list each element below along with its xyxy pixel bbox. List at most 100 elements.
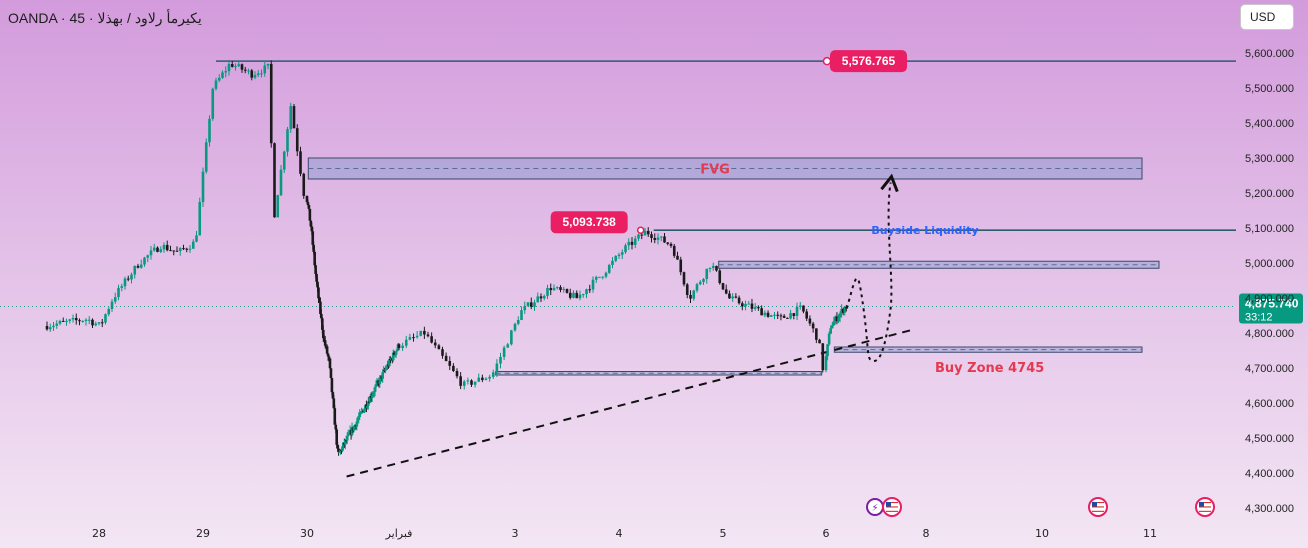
candle-body [341, 446, 344, 452]
x-tick-label: فبراير [385, 527, 413, 540]
candle-body [744, 303, 747, 307]
candle-body [484, 378, 488, 380]
y-tick-label: 5,300.000 [1245, 153, 1294, 165]
candle-body [523, 305, 527, 311]
candle-body [653, 238, 657, 240]
candle-body [459, 376, 462, 386]
candle-body [565, 289, 569, 293]
candle-body [404, 339, 408, 346]
candle-body [614, 256, 618, 261]
candle-body [815, 328, 818, 340]
candle-body [499, 356, 502, 364]
candle-body [391, 352, 395, 361]
candle-body [318, 298, 321, 302]
candle-body [97, 322, 101, 324]
lightning-glyph: ⚡ [871, 503, 878, 514]
candle-body [316, 281, 319, 288]
candle-body [760, 308, 763, 316]
candle-body [448, 361, 452, 366]
candle-body [811, 323, 815, 329]
candle-body [388, 359, 391, 367]
us-flag-event-icon[interactable] [1088, 497, 1108, 517]
candle-body [491, 372, 495, 377]
candle-body [289, 106, 293, 130]
y-tick-label: 5,000.000 [1245, 258, 1294, 270]
candle-body [737, 297, 741, 304]
candle-body [100, 322, 104, 324]
candle-body [227, 64, 231, 72]
candle-body [444, 355, 448, 362]
candle-body [433, 342, 437, 346]
flag-canton [1092, 502, 1097, 507]
candle-body [769, 315, 773, 317]
candle-body [315, 273, 318, 282]
candle-body [282, 151, 286, 170]
candle-body [462, 381, 466, 386]
symbol-title[interactable]: OANDA · 45 · يكيرمأ رلاود / بهذلا [8, 10, 202, 26]
candle-body [175, 250, 179, 252]
candle-body [247, 70, 250, 72]
candle-body [104, 314, 107, 323]
projected-path-arrow [845, 173, 899, 363]
candle-body [237, 64, 241, 67]
candle-body [728, 293, 731, 299]
x-tick-label: 8 [923, 527, 930, 540]
candle-body [617, 254, 621, 257]
candle-body [337, 448, 340, 453]
candle-body [779, 315, 783, 317]
us-flag-event-icon[interactable] [882, 497, 902, 517]
candle-body [286, 129, 289, 152]
candle-body [182, 248, 185, 250]
candle-body [506, 344, 510, 348]
candle-body [178, 248, 182, 252]
last-price-badge[interactable] [1239, 293, 1303, 324]
candle-body [307, 204, 311, 209]
candle-body [698, 281, 702, 285]
candle-body [240, 64, 244, 70]
candle-body [319, 301, 322, 314]
candle-body [539, 296, 543, 299]
candle-body [552, 287, 556, 291]
us-flag-event-icon[interactable] [1195, 497, 1215, 517]
currency-button[interactable]: USD [1240, 4, 1294, 30]
candle-body [792, 313, 796, 316]
candle-body [510, 330, 513, 345]
candle-body [546, 288, 549, 296]
candle-body [344, 439, 347, 445]
candle-body [640, 234, 644, 236]
candle-body [843, 306, 847, 313]
candle-body [721, 283, 725, 290]
flag-stripe [1199, 506, 1211, 508]
candle-body [452, 365, 455, 371]
candle-body [805, 311, 808, 319]
flag-stripe [886, 510, 898, 512]
candle-body [747, 303, 751, 305]
candle-body [477, 377, 481, 382]
last-price-value: 4,875.740 [1245, 296, 1299, 310]
candle-body [386, 364, 389, 369]
flag-stripe [1092, 506, 1104, 508]
candle-body [578, 294, 582, 299]
candle-body [633, 238, 637, 245]
candle-body [374, 384, 378, 388]
candle-body [185, 248, 189, 250]
candle-body [371, 393, 375, 396]
candle-body [363, 408, 366, 413]
candle-body [263, 65, 267, 74]
high-level-point [822, 56, 832, 66]
candle-body [310, 226, 314, 232]
candle-body [123, 278, 127, 287]
candle-series[interactable] [45, 59, 848, 456]
candle-body [311, 231, 315, 245]
candle-body [397, 344, 401, 349]
candle-body [782, 315, 786, 318]
candle-body [302, 173, 306, 196]
candle-body [659, 236, 663, 238]
candle-body [211, 88, 215, 119]
candle-body [412, 337, 415, 339]
candle-body [568, 292, 572, 298]
candle-body [87, 319, 91, 321]
candle-body [195, 235, 198, 242]
candle-body [663, 236, 666, 243]
candle-body [366, 405, 369, 408]
